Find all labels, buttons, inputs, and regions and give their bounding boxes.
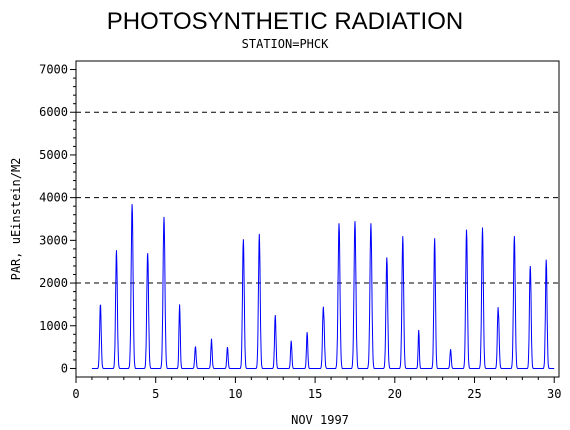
x-tick-label: 30 [547, 387, 561, 401]
x-tick-label: 0 [72, 387, 79, 401]
x-axis-label: NOV 1997 [291, 413, 349, 427]
y-tick-label: 5000 [39, 148, 68, 162]
x-tick-label: 25 [467, 387, 481, 401]
plot-frame [75, 60, 560, 378]
y-tick-label: 2000 [39, 276, 68, 290]
series-line [91, 204, 555, 369]
reference-lines [76, 111, 559, 284]
y-tick-label: 4000 [39, 191, 68, 205]
y-tick-label: 1000 [39, 319, 68, 333]
x-tick-label: 15 [308, 387, 322, 401]
x-tick-label: 20 [388, 387, 402, 401]
y-tick-label: 0 [61, 361, 68, 375]
y-tick-label: 3000 [39, 233, 68, 247]
y-tick-label: 6000 [39, 105, 68, 119]
chart-title: PHOTOSYNTHETIC RADIATION [107, 8, 463, 35]
y-tick-label: 7000 [39, 63, 68, 77]
y-axis-label: PAR, uEinstein/M2 [9, 158, 23, 281]
chart-subtitle: STATION=PHCK [242, 37, 329, 51]
x-tick-label: 10 [228, 387, 242, 401]
y-axis: 0 1000 2000 3000 4000 5000 6000 7000 [39, 63, 76, 375]
x-tick-label: 5 [152, 387, 159, 401]
x-axis: 0 5 10 15 20 25 30 [72, 377, 561, 401]
